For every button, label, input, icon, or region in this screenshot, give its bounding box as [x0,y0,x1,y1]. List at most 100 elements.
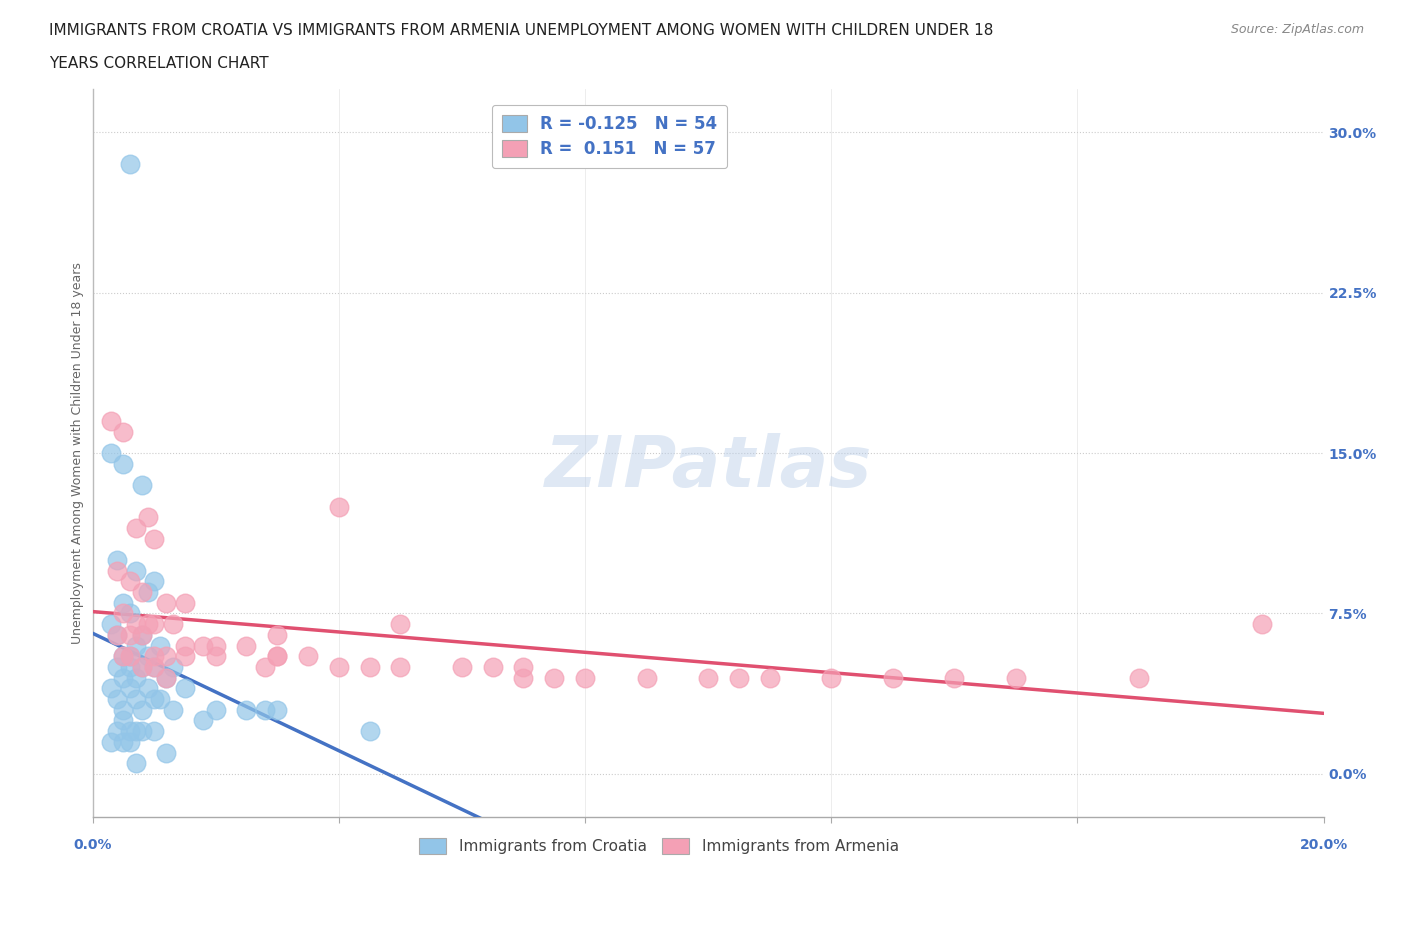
Point [136,649,159,664]
Point [266,649,288,664]
Point [124,521,146,536]
Point [155,745,177,760]
Point [155,649,177,664]
Point [389,659,412,674]
Point [543,671,565,685]
Point [131,628,153,643]
Point [118,735,141,750]
Point [943,671,966,685]
Point [174,649,197,664]
Point [162,617,184,631]
Point [297,649,319,664]
Point [118,724,141,738]
Text: YEARS CORRELATION CHART: YEARS CORRELATION CHART [49,56,269,71]
Point [149,638,172,653]
Point [155,671,177,685]
Point [162,702,184,717]
Point [574,671,596,685]
Point [124,724,146,738]
Point [136,681,159,696]
Point [136,510,159,525]
Point [512,659,534,674]
Point [204,649,226,664]
Point [112,457,135,472]
Point [882,671,904,685]
Point [174,638,197,653]
Y-axis label: Unemployment Among Women with Children Under 18 years: Unemployment Among Women with Children U… [72,262,84,644]
Point [131,659,153,674]
Point [636,671,658,685]
Point [105,692,128,707]
Point [143,659,166,674]
Point [328,659,350,674]
Point [124,692,146,707]
Point [143,531,166,546]
Point [204,702,226,717]
Point [118,659,141,674]
Point [131,478,153,493]
Point [124,671,146,685]
Point [118,681,141,696]
Point [758,671,780,685]
Point [124,756,146,771]
Point [105,628,128,643]
Point [131,659,153,674]
Text: 0.0%: 0.0% [73,838,112,852]
Point [820,671,842,685]
Point [124,638,146,653]
Point [131,585,153,600]
Point [105,659,128,674]
Point [118,649,141,664]
Point [105,564,128,578]
Point [118,649,141,664]
Point [266,702,288,717]
Point [112,424,135,439]
Point [112,649,135,664]
Point [136,617,159,631]
Text: IMMIGRANTS FROM CROATIA VS IMMIGRANTS FROM ARMENIA UNEMPLOYMENT AMONG WOMEN WITH: IMMIGRANTS FROM CROATIA VS IMMIGRANTS FR… [49,23,994,38]
Text: Source: ZipAtlas.com: Source: ZipAtlas.com [1230,23,1364,36]
Point [118,628,141,643]
Point [727,671,749,685]
Point [451,659,474,674]
Point [155,671,177,685]
Point [112,713,135,728]
Point [112,649,135,664]
Point [136,585,159,600]
Point [100,735,122,750]
Point [124,617,146,631]
Point [193,713,215,728]
Text: 20.0%: 20.0% [1299,838,1348,852]
Point [118,157,141,172]
Point [143,724,166,738]
Point [143,617,166,631]
Point [100,414,122,429]
Point [112,735,135,750]
Point [1251,617,1274,631]
Point [1004,671,1026,685]
Point [149,692,172,707]
Point [359,724,381,738]
Point [131,724,153,738]
Point [124,564,146,578]
Text: ZIPatlas: ZIPatlas [544,433,872,502]
Point [143,692,166,707]
Point [235,638,257,653]
Point [235,702,257,717]
Point [118,606,141,621]
Point [253,659,276,674]
Point [143,659,166,674]
Point [193,638,215,653]
Point [266,628,288,643]
Point [131,628,153,643]
Legend: Immigrants from Croatia, Immigrants from Armenia: Immigrants from Croatia, Immigrants from… [413,831,905,860]
Point [100,617,122,631]
Point [100,681,122,696]
Point [389,617,412,631]
Point [143,649,166,664]
Point [105,552,128,567]
Point [105,628,128,643]
Point [155,595,177,610]
Point [512,671,534,685]
Point [253,702,276,717]
